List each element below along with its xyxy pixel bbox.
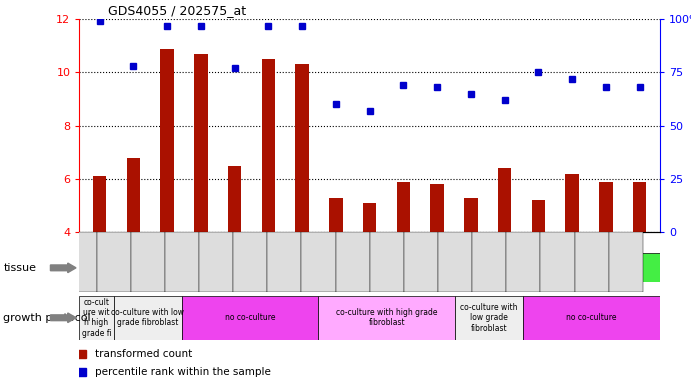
Bar [404,232,438,292]
Bar [599,182,613,232]
Text: growth protocol: growth protocol [3,313,91,323]
Text: GDS4055 / 202575_at: GDS4055 / 202575_at [108,3,247,17]
Bar [455,296,523,340]
Bar [160,48,174,232]
Bar [79,253,319,282]
Bar [97,232,131,292]
Text: tissue: tissue [3,263,37,273]
Bar [262,59,275,232]
Text: co-culture with
low grade
fibroblast: co-culture with low grade fibroblast [460,303,518,333]
Bar [438,232,472,292]
Bar [609,232,643,292]
Text: percentile rank within the sample: percentile rank within the sample [95,366,272,377]
Bar [397,182,410,232]
Bar [370,232,404,292]
Bar [165,232,199,292]
Bar [329,198,343,232]
Bar [126,158,140,232]
Bar [296,65,309,232]
Text: low grade tumor: low grade tumor [443,263,536,273]
Bar [182,296,319,340]
Bar [574,232,609,292]
Bar [540,232,574,292]
Bar [363,203,377,232]
Text: no co-culture: no co-culture [225,313,276,322]
Bar [267,232,301,292]
Bar [336,232,370,292]
Bar [199,232,233,292]
Text: co-culture with low
grade fibroblast: co-culture with low grade fibroblast [111,308,184,328]
Bar [233,232,267,292]
Bar [62,232,97,292]
Bar [565,174,579,232]
Bar [194,54,208,232]
Bar [633,182,646,232]
Text: co-culture with high grade
fibroblast: co-culture with high grade fibroblast [336,308,437,328]
Bar [472,232,507,292]
Text: co-cult
ure wit
h high
grade fi: co-cult ure wit h high grade fi [82,298,111,338]
Bar [319,296,455,340]
Bar [498,169,511,232]
Text: no co-culture: no co-culture [567,313,617,322]
Bar [319,253,660,282]
Bar [464,198,477,232]
Bar [93,176,106,232]
Bar [430,184,444,232]
Bar [531,200,545,232]
Bar [131,232,165,292]
Bar [523,296,660,340]
Bar [79,296,113,340]
Text: high grade tumor: high grade tumor [150,263,248,273]
Bar [301,232,336,292]
Bar [113,296,182,340]
Bar [228,166,241,232]
Bar [507,232,540,292]
Text: transformed count: transformed count [95,349,193,359]
